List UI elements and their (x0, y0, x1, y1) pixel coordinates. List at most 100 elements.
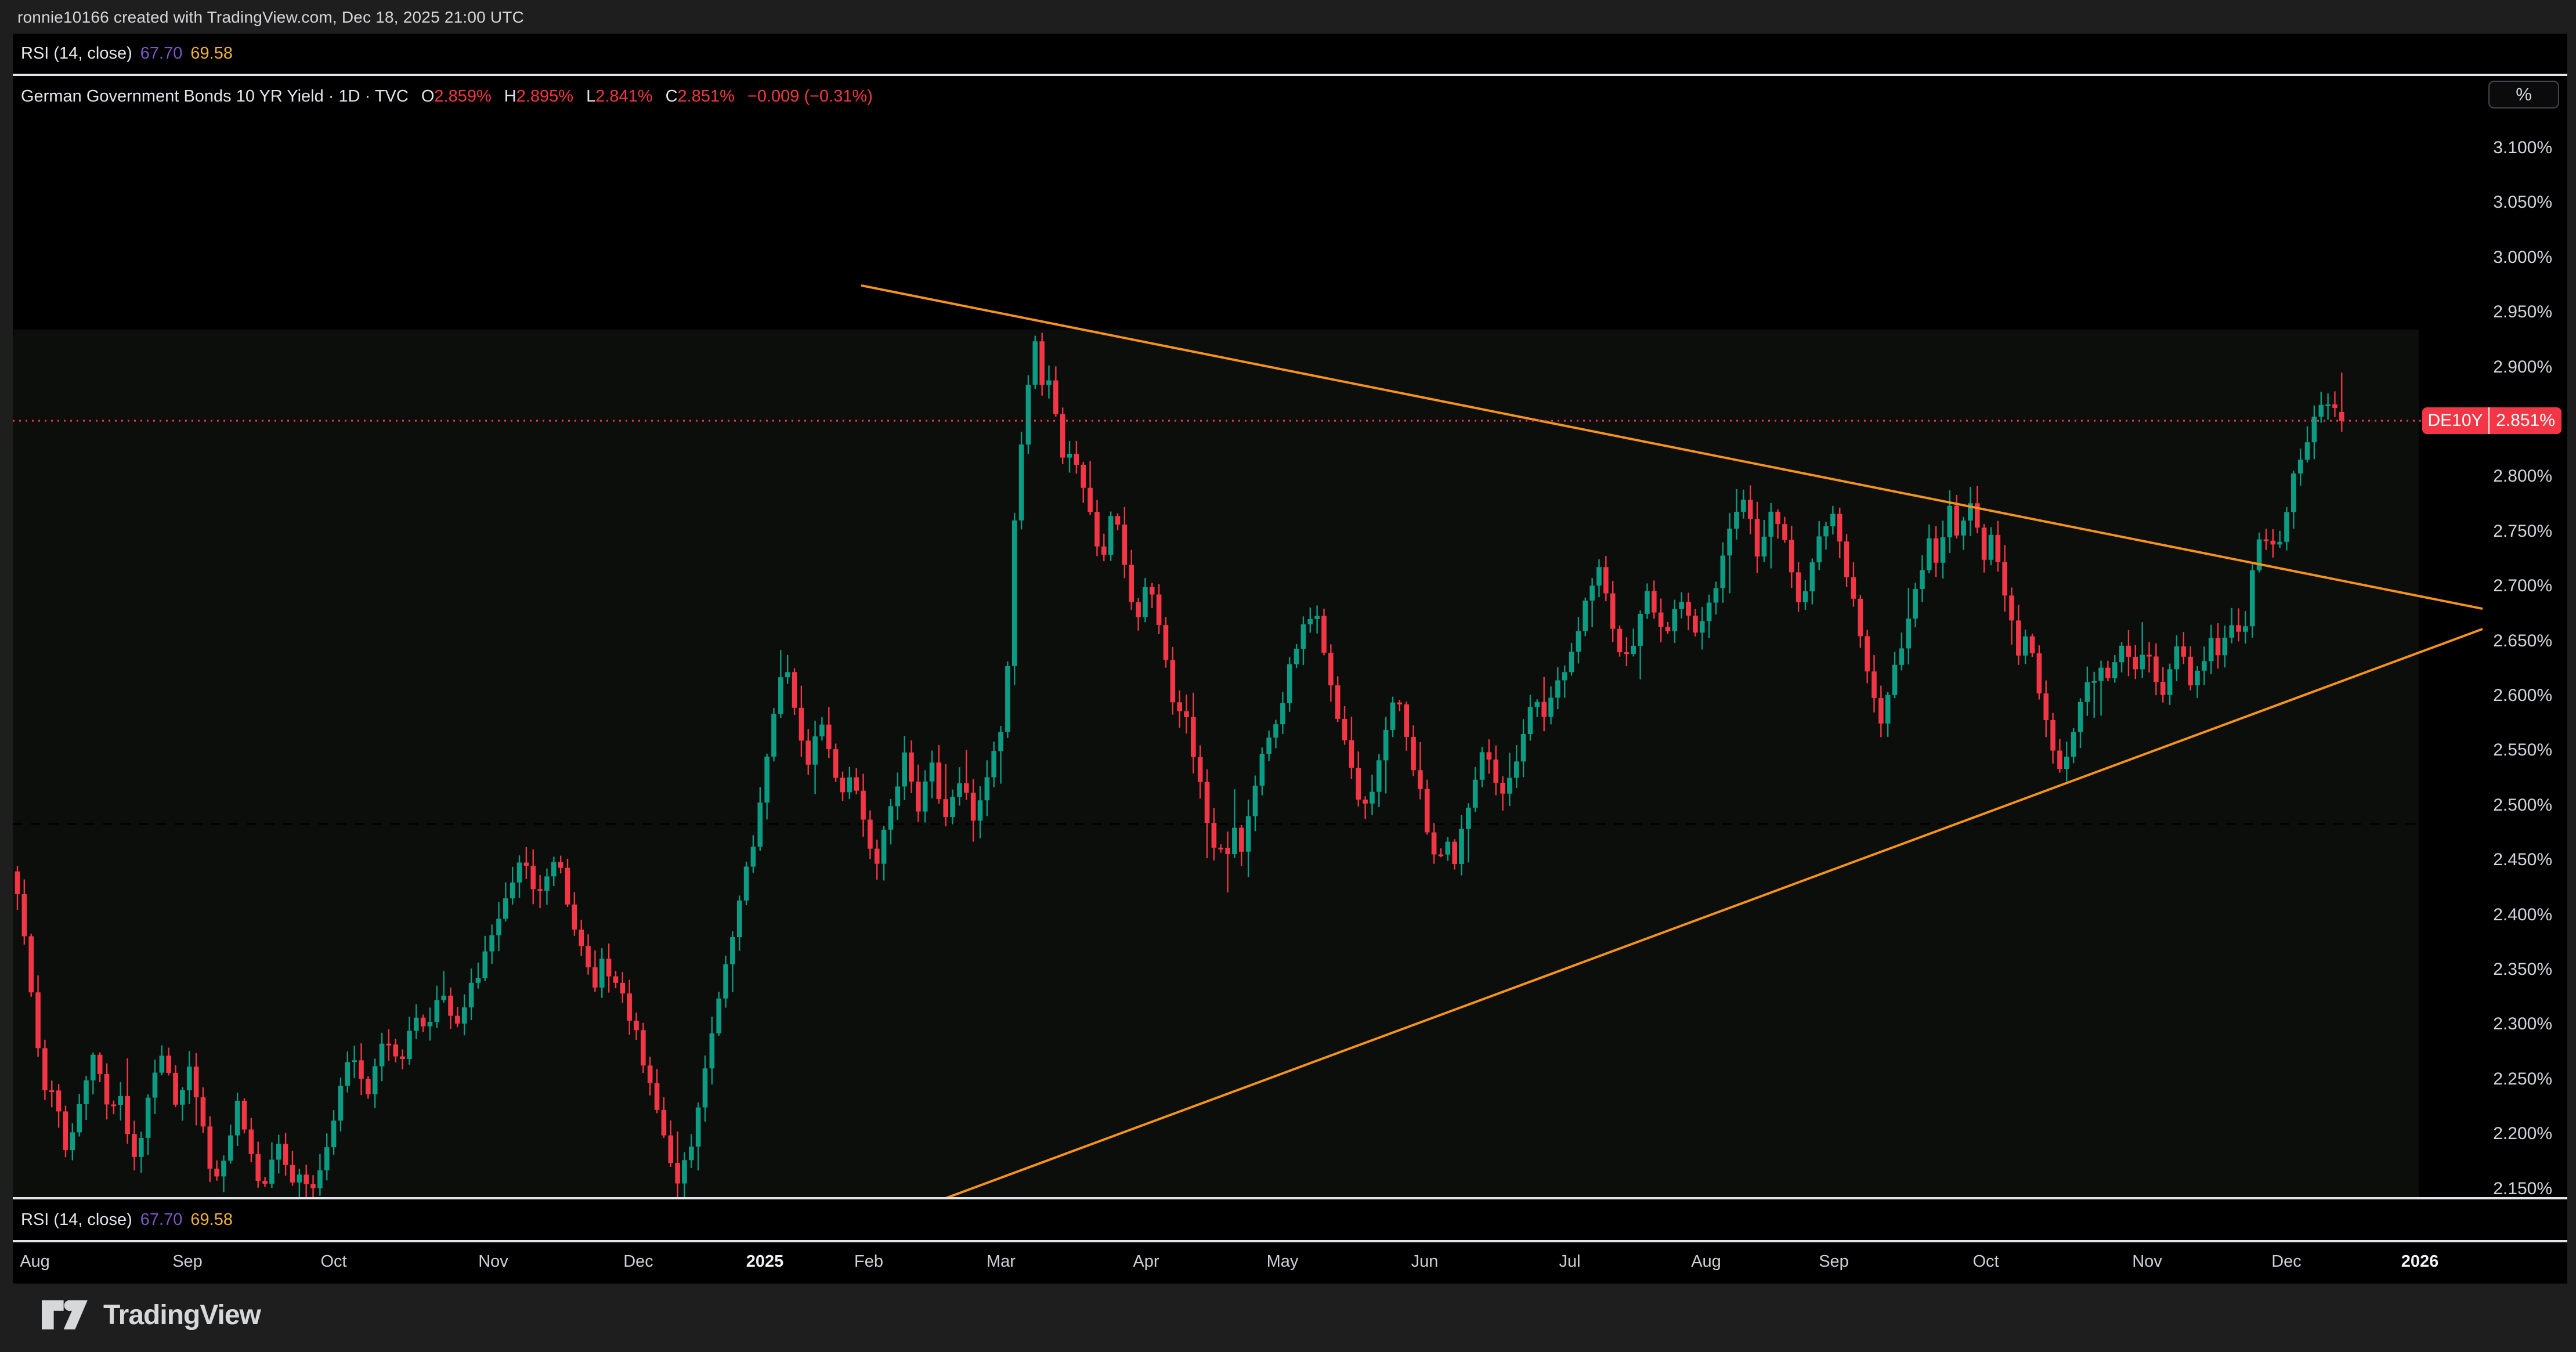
candle-body (977, 800, 983, 821)
candle-body (379, 1043, 385, 1067)
candle-body (2002, 562, 2007, 596)
candle-body (2154, 656, 2159, 682)
candle-body (1741, 500, 1746, 512)
candle-body (1067, 453, 1072, 458)
candle-body (1699, 621, 1705, 633)
candle-body (2043, 693, 2049, 721)
candle-body (234, 1100, 240, 1136)
candle-body (2236, 625, 2241, 632)
candle-body (1816, 536, 1822, 563)
candle-wick (1468, 803, 1469, 863)
symbol-legend[interactable]: German Government Bonds 10 YR Yield · 1D… (21, 87, 886, 106)
candle-wick (1536, 699, 1538, 717)
candle-body (1610, 593, 1616, 629)
candle-body (833, 749, 839, 778)
descending-trendline[interactable] (861, 284, 2483, 610)
candle-body (1768, 511, 1774, 537)
candle-body (15, 871, 20, 894)
pane-separator-bottom[interactable] (13, 1240, 2567, 1242)
candle-body (1459, 829, 1464, 865)
candle-body (489, 935, 494, 952)
tradingview-logo[interactable]: TradingView (42, 1299, 261, 1331)
candle-body (2304, 442, 2310, 460)
y-axis-label: 2.900% (2493, 357, 2552, 377)
candle-body (1486, 752, 1492, 760)
candle-body (647, 1065, 653, 1083)
candle-body (49, 1090, 55, 1092)
candle-body (1452, 841, 1457, 865)
candle-body (207, 1126, 213, 1169)
candle-body (558, 862, 563, 868)
candle-body (1025, 384, 1031, 445)
price-scale-unit-button[interactable]: % (2488, 81, 2559, 109)
candle-body (482, 951, 488, 978)
candle-body (283, 1144, 288, 1165)
candle-body (1665, 627, 1671, 631)
candle-body (579, 930, 584, 946)
candle-body (1514, 761, 1519, 778)
candle-body (345, 1062, 351, 1086)
candle-body (152, 1072, 158, 1098)
candle-body (2311, 417, 2317, 443)
candle-body (1383, 729, 1389, 761)
candle-body (393, 1044, 399, 1057)
candle-body (695, 1107, 701, 1147)
y-axis-label: 2.600% (2493, 686, 2552, 705)
candle-body (200, 1097, 206, 1127)
candle-body (2291, 473, 2296, 512)
x-axis-month-label: Mar (987, 1252, 1016, 1271)
candle-body (1156, 594, 1162, 626)
candle-wick (2265, 529, 2267, 550)
candle-body (2022, 636, 2028, 656)
candle-body (1583, 601, 1588, 631)
pane-separator-middle[interactable] (13, 1197, 2567, 1199)
ohlc-low: L 2.841% (586, 87, 653, 106)
candle-body (799, 707, 804, 741)
candle-wick (2100, 660, 2102, 716)
candle-body (2091, 681, 2097, 683)
x-axis-year-label: 2025 (746, 1252, 784, 1271)
candle-body (1830, 514, 1836, 527)
candle-body (1954, 505, 1959, 536)
y-axis-label: 3.000% (2493, 247, 2552, 267)
y-axis-label: 2.300% (2493, 1014, 2552, 1034)
candle-body (2084, 682, 2090, 702)
candle-body (324, 1147, 330, 1170)
candle-body (352, 1060, 357, 1062)
candle-body (84, 1080, 89, 1104)
candle-body (276, 1144, 281, 1160)
candle-body (1981, 527, 1987, 560)
ohlc-close: C 2.851% (665, 87, 735, 106)
y-axis-label: 2.700% (2493, 576, 2552, 596)
candle-body (888, 806, 894, 830)
pane-separator-top[interactable] (13, 74, 2567, 76)
candle-body (565, 867, 570, 905)
candle-body (1507, 778, 1512, 794)
candle-body (1122, 525, 1128, 565)
candle-wick (1234, 789, 1235, 858)
candle-body (2270, 540, 2276, 545)
change-value: −0.009 (−0.31%) (747, 87, 873, 106)
candle-body (750, 847, 756, 867)
candle-body (2243, 626, 2248, 632)
x-axis-month-label: Dec (2271, 1252, 2302, 1271)
candle-body (1865, 636, 1870, 672)
candle-body (1211, 823, 1217, 848)
candle-body (743, 866, 749, 901)
candle-body (1321, 616, 1327, 653)
candle-body (2215, 638, 2221, 656)
candle-wick (1632, 628, 1634, 657)
candle-wick (1316, 605, 1318, 634)
candle-wick (443, 971, 445, 1003)
candle-body (1136, 602, 1141, 617)
candle-body (1734, 511, 1739, 529)
candle-wick (113, 1100, 115, 1115)
candle-body (929, 762, 935, 782)
candle-body (2140, 655, 2145, 670)
candle-body (1809, 562, 1815, 592)
candle-body (56, 1090, 62, 1112)
candle-body (847, 777, 852, 793)
ascending-trendline[interactable] (938, 628, 2483, 1201)
candle-body (1466, 807, 1471, 829)
